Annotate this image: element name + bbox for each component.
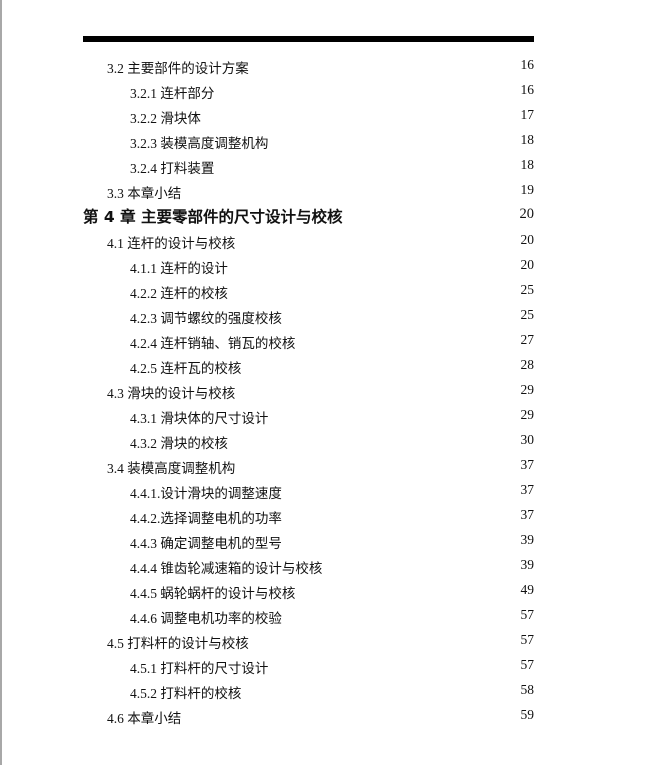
toc-entry[interactable]: 4.2.5 连杆瓦的校核 28 <box>0 354 647 379</box>
toc-entry-title: 4.2.2 连杆的校核 <box>130 286 228 301</box>
toc-entry-page: 29 <box>520 382 535 397</box>
toc-entry-title: 4.4.4 锥齿轮减速箱的设计与校核 <box>130 561 323 576</box>
toc-entry-page: 19 <box>520 182 535 197</box>
toc-entry[interactable]: 4.6 本章小结 59 <box>0 704 647 729</box>
table-of-contents: 3.2 主要部件的设计方案 16 3.2.1 连杆部分 16 3.2.2 滑块体 17 3.… <box>0 54 647 729</box>
toc-entry[interactable]: 4.1.1 连杆的设计 20 <box>0 254 647 279</box>
toc-entry-page: 20 <box>520 257 535 272</box>
toc-entry-page: 28 <box>520 357 535 372</box>
toc-entry[interactable]: 4.4.5 蜗轮蜗杆的设计与校核 49 <box>0 579 647 604</box>
toc-entry-title: 4.6 本章小结 <box>107 711 182 726</box>
toc-entry-page: 49 <box>520 582 535 597</box>
toc-entry[interactable]: 4.3.1 滑块体的尺寸设计 29 <box>0 404 647 429</box>
toc-entry[interactable]: 4.5.2 打料杆的校核 58 <box>0 679 647 704</box>
toc-entry[interactable]: 4.2.4 连杆销轴、销瓦的校核 27 <box>0 329 647 354</box>
toc-entry-title: 4.4.3 确定调整电机的型号 <box>130 536 282 551</box>
toc-entry-title: 第 4 章 主要零部件的尺寸设计与校核 <box>83 208 343 226</box>
toc-entry-page: 27 <box>520 332 535 347</box>
toc-entry[interactable]: 3.2.1 连杆部分 16 <box>0 79 647 104</box>
toc-entry-page: 30 <box>520 432 535 447</box>
toc-entry-title: 4.5.1 打料杆的尺寸设计 <box>130 661 269 676</box>
toc-entry-title: 3.3 本章小结 <box>107 186 182 201</box>
toc-entry-page: 25 <box>520 307 535 322</box>
toc-entry-page: 57 <box>520 607 535 622</box>
toc-entry[interactable]: 3.2.2 滑块体 17 <box>0 104 647 129</box>
toc-entry-title: 4.4.6 调整电机功率的校验 <box>130 611 282 626</box>
toc-entry-title: 4.2.4 连杆销轴、销瓦的校核 <box>130 336 296 351</box>
toc-entry-title: 4.5.2 打料杆的校核 <box>130 686 242 701</box>
toc-entry-page: 57 <box>520 657 535 672</box>
toc-entry[interactable]: 4.1 连杆的设计与校核 20 <box>0 229 647 254</box>
toc-entry-title: 3.2.2 滑块体 <box>130 111 201 126</box>
toc-entry-page: 18 <box>520 157 535 172</box>
toc-entry-title: 4.3.1 滑块体的尺寸设计 <box>130 411 269 426</box>
toc-entry-page: 57 <box>520 632 535 647</box>
toc-entry-title: 4.4.2.选择调整电机的功率 <box>130 511 282 526</box>
toc-entry-page: 25 <box>520 282 535 297</box>
toc-entry-page: 37 <box>520 507 535 522</box>
toc-entry[interactable]: 3.2.4 打料装置 18 <box>0 154 647 179</box>
toc-entry[interactable]: 4.4.6 调整电机功率的校验 57 <box>0 604 647 629</box>
toc-entry-page: 16 <box>520 82 535 97</box>
toc-entry[interactable]: 4.4.4 锥齿轮减速箱的设计与校核 39 <box>0 554 647 579</box>
toc-entry-title: 4.3 滑块的设计与校核 <box>107 386 236 401</box>
toc-entry[interactable]: 4.3 滑块的设计与校核 29 <box>0 379 647 404</box>
toc-entry-title: 4.5 打料杆的设计与校核 <box>107 636 249 651</box>
toc-entry-title: 4.4.5 蜗轮蜗杆的设计与校核 <box>130 586 296 601</box>
toc-entry-title: 4.3.2 滑块的校核 <box>130 436 228 451</box>
toc-entry-page: 37 <box>520 457 535 472</box>
toc-entry[interactable]: 4.2.2 连杆的校核 25 <box>0 279 647 304</box>
toc-entry-page: 29 <box>520 407 535 422</box>
toc-entry-page: 18 <box>520 132 535 147</box>
toc-entry-title: 3.2.4 打料装置 <box>130 161 215 176</box>
toc-entry-title: 4.2.5 连杆瓦的校核 <box>130 361 242 376</box>
toc-entry[interactable]: 3.3 本章小结 19 <box>0 179 647 204</box>
toc-entry[interactable]: 3.2.3 装模高度调整机构 18 <box>0 129 647 154</box>
toc-entry-title: 4.2.3 调节螺纹的强度校核 <box>130 311 282 326</box>
toc-entry-title: 3.2.1 连杆部分 <box>130 86 215 101</box>
toc-entry-page: 37 <box>520 482 535 497</box>
toc-entry[interactable]: 3.4 装模高度调整机构 37 <box>0 454 647 479</box>
toc-entry-page: 16 <box>520 57 535 72</box>
toc-entry-title: 4.1 连杆的设计与校核 <box>107 236 236 251</box>
toc-entry[interactable]: 第 4 章 主要零部件的尺寸设计与校核 20 <box>0 204 647 229</box>
toc-entry[interactable]: 4.5 打料杆的设计与校核 57 <box>0 629 647 654</box>
toc-entry-title: 4.1.1 连杆的设计 <box>130 261 228 276</box>
toc-entry[interactable]: 4.4.3 确定调整电机的型号 39 <box>0 529 647 554</box>
toc-entry[interactable]: 3.2 主要部件的设计方案 16 <box>0 54 647 79</box>
toc-entry-title: 4.4.1.设计滑块的调整速度 <box>130 486 282 501</box>
toc-entry[interactable]: 4.3.2 滑块的校核 30 <box>0 429 647 454</box>
toc-entry-page: 59 <box>520 707 535 722</box>
header-rule <box>83 36 534 42</box>
toc-entry-title: 3.2 主要部件的设计方案 <box>107 61 249 76</box>
toc-entry-page: 39 <box>520 557 535 572</box>
toc-entry[interactable]: 4.4.1.设计滑块的调整速度 37 <box>0 479 647 504</box>
toc-entry-page: 20 <box>519 206 535 222</box>
toc-entry-title: 3.2.3 装模高度调整机构 <box>130 136 269 151</box>
toc-entry-page: 20 <box>520 232 535 247</box>
toc-entry-page: 17 <box>520 107 535 122</box>
toc-entry[interactable]: 4.5.1 打料杆的尺寸设计 57 <box>0 654 647 679</box>
toc-entry-page: 39 <box>520 532 535 547</box>
toc-entry-title: 3.4 装模高度调整机构 <box>107 461 236 476</box>
toc-entry-page: 58 <box>520 682 535 697</box>
toc-entry[interactable]: 4.2.3 调节螺纹的强度校核 25 <box>0 304 647 329</box>
page-left-border <box>0 0 2 765</box>
toc-entry[interactable]: 4.4.2.选择调整电机的功率 37 <box>0 504 647 529</box>
